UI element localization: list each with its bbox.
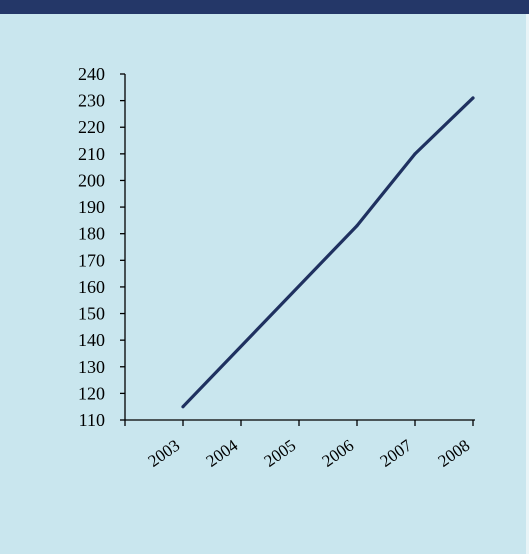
header-bar bbox=[0, 0, 529, 14]
y-tick-label: 200 bbox=[78, 170, 105, 190]
x-tick-label: 2003 bbox=[145, 436, 184, 471]
data-point bbox=[355, 224, 359, 228]
y-tick-label: 150 bbox=[78, 304, 105, 324]
data-point bbox=[181, 405, 185, 409]
y-tick-label: 160 bbox=[78, 277, 105, 297]
y-tick-label: 130 bbox=[78, 357, 105, 377]
data-point bbox=[413, 152, 417, 156]
y-tick-label: 230 bbox=[78, 91, 105, 111]
y-tick-label: 190 bbox=[78, 197, 105, 217]
x-tick-label: 2008 bbox=[435, 436, 474, 471]
x-tick-label: 2005 bbox=[261, 436, 300, 471]
y-axis-ticks: 110 120 130 140 150 160 170 180 190 200 210 220 230 2… bbox=[78, 64, 125, 430]
x-axis-ticks: 2003 2004 2005 2006 2007 2008 bbox=[124, 420, 474, 471]
y-tick-label: 240 bbox=[78, 64, 105, 84]
y-tick-label: 210 bbox=[78, 144, 105, 164]
data-point bbox=[471, 96, 475, 100]
y-tick-label: 170 bbox=[78, 250, 105, 270]
y-tick-label: 110 bbox=[79, 410, 105, 430]
chart-axes bbox=[124, 74, 475, 421]
y-tick-label: 120 bbox=[78, 383, 105, 403]
x-tick-label: 2007 bbox=[377, 435, 416, 470]
x-tick-label: 2006 bbox=[319, 436, 358, 471]
series-line bbox=[181, 96, 475, 409]
panel-edge bbox=[526, 14, 529, 554]
y-tick-label: 140 bbox=[78, 330, 105, 350]
y-tick-label: 220 bbox=[78, 117, 105, 137]
x-tick-label: 2004 bbox=[203, 435, 242, 470]
y-tick-label: 180 bbox=[78, 224, 105, 244]
series-layer bbox=[181, 96, 475, 409]
